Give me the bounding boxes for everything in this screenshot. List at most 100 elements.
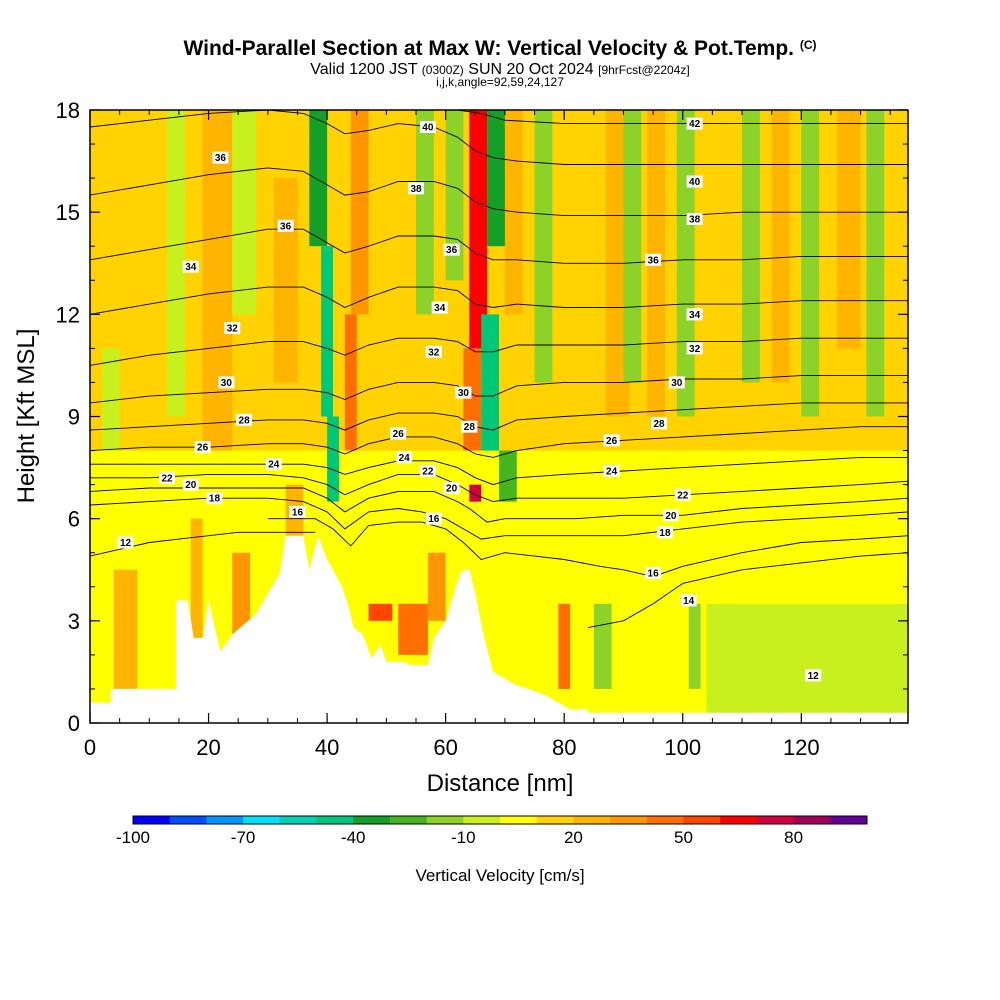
chart-title: Wind-Parallel Section at Max W: Vertical… — [0, 37, 1000, 61]
svg-text:34: 34 — [689, 310, 701, 321]
svg-text:18: 18 — [209, 494, 221, 505]
contour-label-18: 26 — [390, 427, 407, 440]
colorbar-tick--40: -40 — [341, 828, 366, 847]
colorbar-swatch-17 — [756, 816, 795, 824]
velocity-cell-9 — [321, 246, 334, 417]
svg-text:30: 30 — [458, 388, 470, 399]
colorbar-swatch-1 — [169, 816, 207, 824]
svg-text:26: 26 — [606, 436, 618, 447]
velocity-cell-41 — [90, 501, 908, 604]
velocity-cell-44 — [427, 552, 446, 621]
velocity-cell-17 — [416, 110, 434, 315]
velocity-cell-37 — [801, 110, 820, 417]
svg-text:16: 16 — [648, 569, 660, 580]
svg-text:16: 16 — [428, 514, 440, 525]
velocity-cell-22 — [487, 110, 505, 247]
contour-label-34: 36 — [645, 253, 662, 266]
velocity-cell-13 — [350, 110, 369, 315]
svg-text:28: 28 — [653, 419, 665, 430]
velocity-cell-39 — [866, 110, 885, 417]
contour-label-9: 20 — [443, 482, 460, 495]
colorbar-swatch-10 — [500, 816, 538, 824]
svg-text:24: 24 — [399, 453, 411, 464]
svg-text:40: 40 — [422, 123, 434, 134]
colorbar-swatch-0 — [133, 816, 171, 824]
isentrope-34 — [90, 286, 908, 315]
velocity-cell-46 — [190, 518, 203, 655]
isentrope-20 — [90, 487, 908, 523]
x-tick-20: 20 — [196, 735, 220, 760]
svg-text:32: 32 — [428, 347, 440, 358]
svg-text:20: 20 — [185, 480, 197, 491]
y-tick-18: 18 — [56, 98, 80, 123]
isentrope-38 — [90, 167, 908, 217]
contour-label-5: 12 — [805, 669, 822, 682]
colorbar-swatch-12 — [573, 816, 611, 824]
svg-text:32: 32 — [227, 323, 239, 334]
colorbar-swatch-6 — [353, 816, 391, 824]
colorbar-swatch-4 — [279, 816, 317, 824]
svg-text:40: 40 — [689, 177, 701, 188]
isentrope-40 — [90, 110, 908, 165]
velocity-cell-27 — [558, 586, 571, 689]
forecast-info: [9hrFcst@2204z] — [598, 63, 690, 77]
contour-label-32: 36 — [277, 219, 294, 232]
contour-label-20: 28 — [236, 413, 253, 426]
svg-text:22: 22 — [677, 490, 689, 501]
contour-label-22: 28 — [651, 417, 668, 430]
svg-text:36: 36 — [280, 221, 292, 232]
contour-label-35: 36 — [212, 151, 229, 164]
velocity-cell-5 — [202, 110, 233, 451]
svg-text:32: 32 — [689, 344, 701, 355]
title-text: Wind-Parallel Section at Max W: Vertical… — [183, 37, 794, 60]
svg-text:22: 22 — [422, 466, 434, 477]
velocity-cell-10 — [327, 416, 339, 519]
colorbar-swatch-2 — [206, 816, 244, 824]
colorbar-tick--70: -70 — [231, 828, 256, 847]
svg-text:26: 26 — [393, 429, 405, 440]
svg-text:12: 12 — [808, 671, 820, 682]
contour-label-19: 26 — [603, 434, 620, 447]
contour-label-25: 30 — [668, 376, 685, 389]
isentrope-42 — [457, 110, 908, 125]
contour-label-29: 34 — [182, 260, 199, 273]
contour-label-27: 32 — [425, 345, 442, 358]
svg-text:36: 36 — [446, 245, 458, 256]
colorbar-swatch-14 — [646, 816, 684, 824]
svg-text:28: 28 — [464, 422, 476, 433]
contour-label-16: 24 — [603, 464, 620, 477]
velocity-cell-43 — [232, 552, 251, 638]
isentrope-14 — [587, 552, 908, 629]
contour-label-39: 40 — [686, 175, 703, 188]
x-tick-0: 0 — [84, 735, 96, 760]
contour-label-15: 24 — [396, 451, 413, 464]
x-axis-label: Distance [nm] — [427, 770, 574, 797]
velocity-cell-38 — [836, 110, 861, 349]
svg-text:30: 30 — [221, 378, 233, 389]
valid-utc: (0300Z) — [421, 63, 464, 77]
isentrope-18 — [90, 497, 908, 540]
svg-text:36: 36 — [215, 153, 227, 164]
contour-label-6: 18 — [206, 492, 223, 505]
isentrope-28 — [90, 402, 908, 431]
svg-text:20: 20 — [446, 484, 458, 495]
valid-date: SUN 20 Oct 2024 — [468, 61, 594, 78]
y-tick-0: 0 — [68, 711, 80, 736]
velocity-cell-33 — [700, 110, 725, 383]
svg-text:16: 16 — [292, 507, 304, 518]
isentrope-16 — [267, 518, 908, 578]
isentrope-26 — [90, 426, 908, 458]
svg-text:26: 26 — [197, 443, 209, 454]
velocity-cell-18 — [445, 110, 464, 281]
contour-label-4: 14 — [680, 594, 697, 607]
svg-text:24: 24 — [268, 460, 280, 471]
svg-text:30: 30 — [671, 378, 683, 389]
svg-text:12: 12 — [120, 538, 132, 549]
chart-subtitle: Valid 1200 JST (0300Z) SUN 20 Oct 2024 [… — [0, 61, 1000, 79]
velocity-cell-40 — [706, 603, 908, 723]
svg-text:22: 22 — [161, 473, 173, 484]
velocity-cell-30 — [623, 110, 642, 383]
contour-label-36: 38 — [408, 182, 425, 195]
colorbar-label: Vertical Velocity [cm/s] — [415, 866, 584, 885]
